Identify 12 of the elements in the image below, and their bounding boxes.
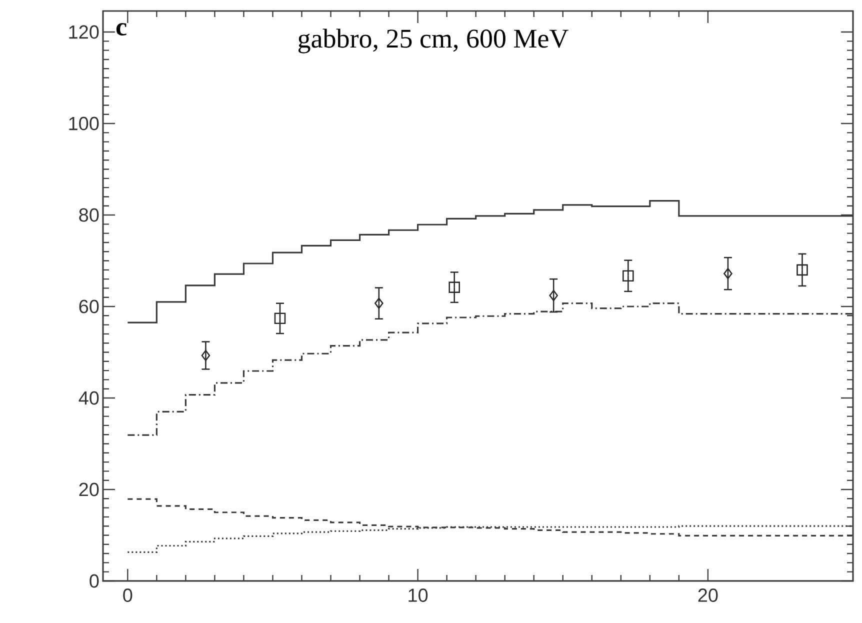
y-tick-label: 120	[69, 25, 99, 39]
y-tick-label: 20	[79, 482, 99, 496]
annotation: c	[116, 23, 126, 36]
x-tick-label: 10	[408, 588, 428, 602]
y-tick-label: 80	[79, 208, 99, 222]
x-tick-label: 0	[123, 588, 132, 602]
text: gabbro, 25 cm, 600 MeV	[298, 28, 568, 54]
y-tick-label: 40	[78, 391, 99, 405]
y-tick-label: 60	[79, 300, 99, 314]
x-tick-label: 20	[698, 588, 718, 602]
y-tick-label: 100	[69, 116, 99, 130]
y-tick-label: 0	[90, 574, 99, 588]
